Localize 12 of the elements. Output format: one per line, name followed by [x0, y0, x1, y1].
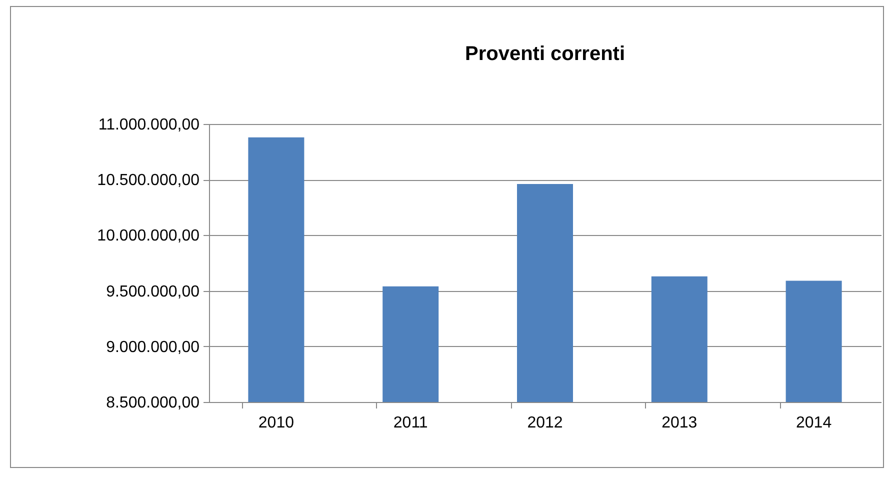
x-tick-label: 2014: [796, 414, 832, 432]
x-tick-label: 2010: [258, 414, 294, 432]
y-tick-label: 10.500.000,00: [97, 172, 200, 190]
chart-title: Proventi correnti: [464, 43, 626, 65]
y-tick-label: 9.000.000,00: [106, 338, 200, 356]
x-tick-label: 2012: [527, 414, 563, 432]
y-tick-label: 8.500.000,00: [106, 394, 200, 412]
y-tick-label: 9.500.000,00: [106, 283, 200, 300]
x-tick-label: 2011: [393, 414, 428, 432]
y-tick-label: 11.000.000,00: [98, 116, 200, 134]
y-tick-label: 10.000.000,00: [97, 228, 200, 245]
x-tick-label: 2013: [662, 414, 698, 432]
